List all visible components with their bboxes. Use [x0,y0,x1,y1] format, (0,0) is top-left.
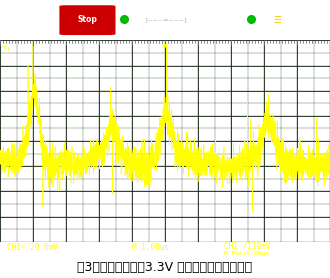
Text: Siglent: Siglent [7,15,49,25]
Text: CH1~ 20.6mV: CH1~ 20.6mV [7,244,57,252]
Text: M 1.00us: M 1.00us [132,244,169,252]
Text: M Pos:0.00us: M Pos:0.00us [224,251,269,256]
Text: ▾: ▾ [163,40,167,49]
Text: 图3：测试方法不对3.3V 输出纹波值明显增大。: 图3：测试方法不对3.3V 输出纹波值明显增大。 [78,261,252,274]
Text: CH1 /119mV: CH1 /119mV [224,241,271,250]
Text: ▼: ▼ [162,43,168,49]
FancyBboxPatch shape [59,5,116,35]
Text: ☰: ☰ [273,16,281,25]
Text: 1+: 1+ [2,162,10,168]
Text: [~~~≈~~~]: [~~~≈~~~] [145,17,187,22]
Text: T+: T+ [3,46,12,52]
Text: Stop: Stop [78,15,97,24]
